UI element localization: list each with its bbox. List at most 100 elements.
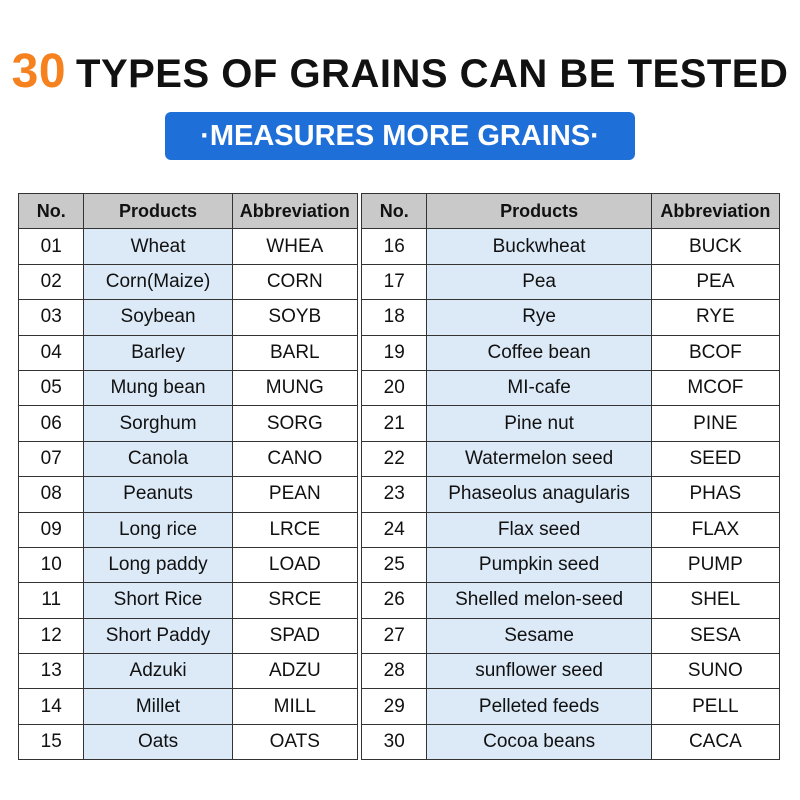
abbreviation: CACA (650, 723, 781, 761)
abbreviation: FLAX (650, 511, 781, 548)
abbreviation: SEED (650, 440, 781, 478)
abbreviation: SESA (650, 617, 781, 655)
row-number: 14 (17, 688, 85, 725)
table-row: 24 Flax seed FLAX (360, 511, 781, 548)
row-number: 05 (17, 369, 85, 407)
column-header: No. (17, 192, 85, 230)
table-row: 17 Pea PEA (360, 263, 781, 301)
abbreviation: PELL (650, 688, 781, 725)
table-row: 10 Long paddy LOAD (17, 546, 359, 584)
column-header: Products (83, 192, 233, 230)
product-name: Pea (426, 263, 652, 301)
row-number: 01 (17, 228, 85, 265)
product-name: Shelled melon-seed (426, 582, 652, 619)
table-row: 02 Corn(Maize) CORN (17, 263, 359, 301)
product-name: Sesame (426, 617, 652, 655)
table-row: 13 Adzuki ADZU (17, 653, 359, 690)
row-number: 15 (17, 723, 85, 761)
row-number: 26 (360, 582, 428, 619)
abbreviation: BUCK (650, 228, 781, 265)
product-name: Millet (83, 688, 233, 725)
table-row: 07 Canola CANO (17, 440, 359, 478)
product-name: Short Paddy (83, 617, 233, 655)
table-row: 11 Short Rice SRCE (17, 582, 359, 619)
row-number: 02 (17, 263, 85, 301)
row-number: 30 (360, 723, 428, 761)
row-number: 28 (360, 653, 428, 690)
row-number: 11 (17, 582, 85, 619)
row-number: 08 (17, 476, 85, 513)
row-number: 19 (360, 334, 428, 371)
row-number: 13 (17, 653, 85, 690)
abbreviation: SHEL (650, 582, 781, 619)
row-number: 25 (360, 546, 428, 584)
table-row: 14 Millet MILL (17, 688, 359, 725)
table-row: 18 Rye RYE (360, 299, 781, 336)
table-row: 01 Wheat WHEA (17, 228, 359, 265)
abbreviation: PEAN (231, 476, 359, 513)
product-name: Soybean (83, 299, 233, 336)
product-name: Long rice (83, 511, 233, 548)
table-row: 09 Long rice LRCE (17, 511, 359, 548)
row-number: 17 (360, 263, 428, 301)
table-row: 25 Pumpkin seed PUMP (360, 546, 781, 584)
abbreviation: PUMP (650, 546, 781, 584)
row-number: 04 (17, 334, 85, 371)
product-name: Pelleted feeds (426, 688, 652, 725)
product-name: sunflower seed (426, 653, 652, 690)
abbreviation: PHAS (650, 476, 781, 513)
product-name: Oats (83, 723, 233, 761)
table-row: 12 Short Paddy SPAD (17, 617, 359, 655)
abbreviation: LRCE (231, 511, 359, 548)
table-row: 08 Peanuts PEAN (17, 476, 359, 513)
table-row: 16 Buckwheat BUCK (360, 228, 781, 265)
abbreviation: SRCE (231, 582, 359, 619)
badge: ·MEASURES MORE GRAINS· (165, 112, 635, 160)
table-row: 04 Barley BARL (17, 334, 359, 371)
product-name: Adzuki (83, 653, 233, 690)
abbreviation: WHEA (231, 228, 359, 265)
table-row: 22 Watermelon seed SEED (360, 440, 781, 478)
product-name: Canola (83, 440, 233, 478)
row-number: 07 (17, 440, 85, 478)
abbreviation: MILL (231, 688, 359, 725)
row-number: 06 (17, 405, 85, 442)
row-number: 21 (360, 405, 428, 442)
product-name: Short Rice (83, 582, 233, 619)
table-row: 30 Cocoa beans CACA (360, 723, 781, 761)
table-row: 06 Sorghum SORG (17, 405, 359, 442)
product-name: Coffee bean (426, 334, 652, 371)
product-name: Long paddy (83, 546, 233, 584)
product-name: Barley (83, 334, 233, 371)
table-row: 27 Sesame SESA (360, 617, 781, 655)
table-row: 21 Pine nut PINE (360, 405, 781, 442)
abbreviation: BCOF (650, 334, 781, 371)
abbreviation: PEA (650, 263, 781, 301)
title-text: TYPES OF GRAINS CAN BE TESTED (76, 52, 789, 96)
table-row: 20 MI-cafe MCOF (360, 369, 781, 407)
abbreviation: CANO (231, 440, 359, 478)
product-name: MI-cafe (426, 369, 652, 407)
row-number: 29 (360, 688, 428, 725)
grain-table: No. Products Abbreviation 16 Buckwheat BUCK 17… (360, 192, 781, 761)
row-number: 16 (360, 228, 428, 265)
product-name: Flax seed (426, 511, 652, 548)
table-row: 26 Shelled melon-seed SHEL (360, 582, 781, 619)
product-name: Peanuts (83, 476, 233, 513)
product-name: Pumpkin seed (426, 546, 652, 584)
product-name: Sorghum (83, 405, 233, 442)
abbreviation: MUNG (231, 369, 359, 407)
row-number: 27 (360, 617, 428, 655)
row-number: 24 (360, 511, 428, 548)
abbreviation: OATS (231, 723, 359, 761)
product-name: Mung bean (83, 369, 233, 407)
column-header: Abbreviation (231, 192, 359, 230)
product-name: Buckwheat (426, 228, 652, 265)
grain-table: No. Products Abbreviation 01 Wheat WHEA 02 Corn… (17, 192, 359, 761)
product-name: Cocoa beans (426, 723, 652, 761)
table-row: 29 Pelleted feeds PELL (360, 688, 781, 725)
abbreviation: MCOF (650, 369, 781, 407)
title: 30 TYPES OF GRAINS CAN BE TESTED (0, 44, 800, 99)
table-row: 28 sunflower seed SUNO (360, 653, 781, 690)
